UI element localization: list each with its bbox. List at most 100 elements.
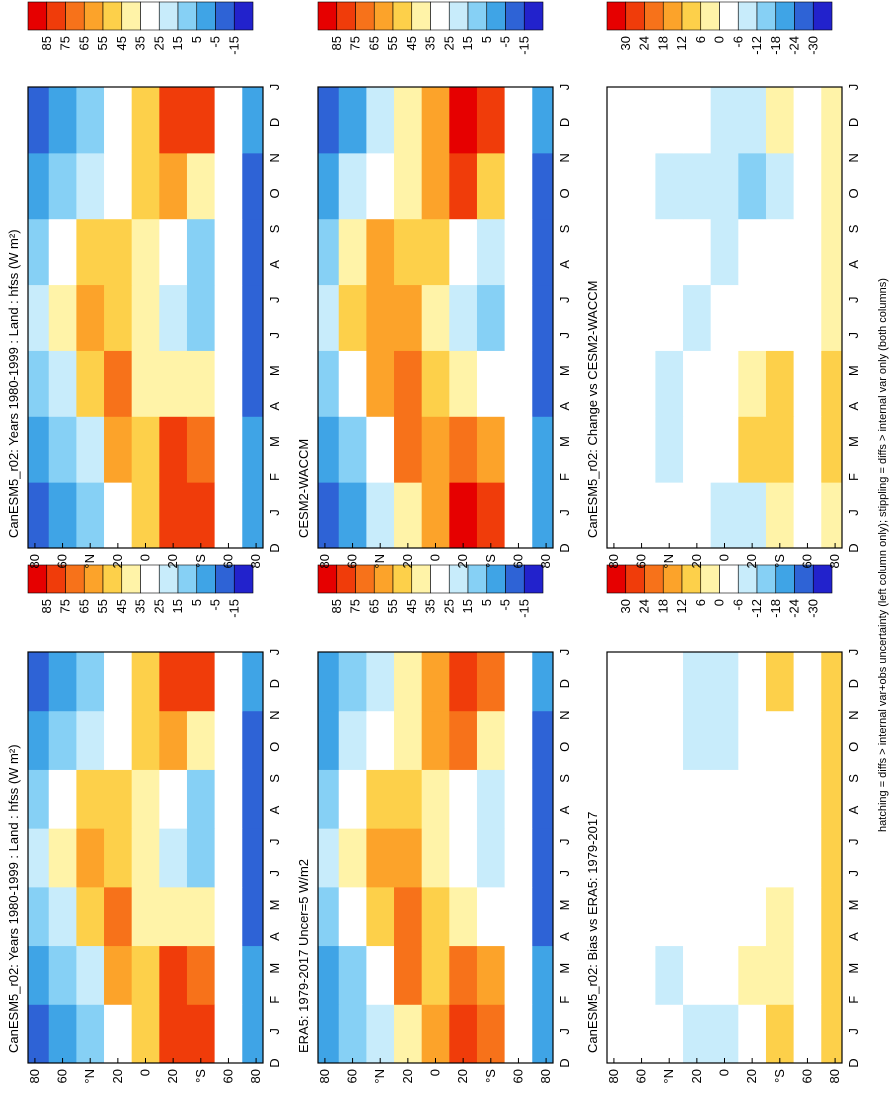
y-tick-label: J — [557, 870, 572, 877]
heatmap-cell — [765, 652, 795, 712]
y-tick-label: M — [846, 436, 861, 447]
heatmap-cell — [394, 710, 423, 770]
x-tick-label: 80 — [538, 1069, 553, 1083]
colorbar-label: 35 — [133, 36, 148, 50]
colorbar-label: 55 — [95, 36, 110, 50]
heatmap-cell — [627, 1004, 656, 1064]
heatmap-cell — [710, 945, 739, 1005]
x-tick-label: 60 — [634, 1069, 649, 1083]
heatmap-cell — [186, 416, 216, 483]
heatmap-cell — [476, 416, 506, 483]
panel-title: CESM2-WACCM — [296, 439, 311, 538]
heatmap-cell — [765, 1004, 795, 1064]
heatmap-cell — [76, 945, 105, 1005]
heatmap-cell — [449, 769, 478, 829]
x-tick-label: 0 — [428, 1069, 443, 1076]
colorbar-box — [486, 1, 506, 31]
heatmap-cell — [242, 828, 264, 888]
colorbar-box — [336, 1, 356, 31]
heatmap-cell — [476, 218, 506, 286]
heatmap-cell — [338, 152, 367, 220]
x-tick-label: 0 — [138, 1069, 153, 1076]
heatmap-cell — [131, 945, 160, 1005]
heatmap-cell — [655, 945, 684, 1005]
colorbar-label: 15 — [170, 599, 185, 613]
heatmap-cell — [476, 482, 506, 549]
heatmap-cell — [627, 152, 656, 220]
x-tick-label: 60 — [510, 554, 525, 568]
y-tick-label: A — [557, 260, 572, 269]
heatmap-cell — [214, 416, 243, 483]
heatmap-cell — [421, 652, 450, 712]
heatmap-cell — [76, 652, 105, 712]
heatmap-cell — [710, 769, 739, 829]
heatmap-cell — [655, 482, 684, 549]
colorbar-label: 24 — [637, 599, 652, 613]
x-tick-label: 60 — [220, 1069, 235, 1083]
y-tick-label: A — [557, 401, 572, 410]
heatmap-cell — [655, 710, 684, 770]
heatmap-cell — [683, 218, 712, 286]
colorbar-label: 6 — [693, 599, 708, 606]
heatmap-cell — [76, 769, 105, 829]
colorbar-box — [448, 1, 469, 31]
heatmap-cell — [76, 87, 105, 154]
x-tick-label: 0 — [717, 1069, 732, 1076]
heatmap-cell — [159, 710, 188, 770]
heatmap-cell — [504, 218, 533, 286]
heatmap-cell — [131, 416, 160, 483]
heatmap-cell — [738, 710, 767, 770]
heatmap-cell — [504, 416, 533, 483]
heatmap-cell — [318, 350, 340, 417]
heatmap-cell — [159, 652, 188, 712]
colorbar-label: 5 — [479, 36, 494, 43]
y-tick-label: F — [846, 473, 861, 481]
heatmap-cell — [627, 828, 656, 888]
heatmap-cell — [532, 828, 554, 888]
heatmap-cell — [104, 350, 133, 417]
heatmap-cell — [159, 769, 188, 829]
heatmap-cell — [48, 152, 77, 220]
colorbar-label: 25 — [151, 599, 166, 613]
heatmap-cell — [449, 284, 478, 351]
heatmap-cell — [504, 945, 533, 1005]
colorbar-label: -15 — [516, 599, 531, 618]
heatmap-cell — [318, 87, 340, 154]
colorbar-label: 75 — [58, 36, 73, 50]
y-tick-label: M — [267, 436, 282, 447]
heatmap-cell — [627, 482, 656, 549]
x-tick-label: 60 — [55, 554, 70, 568]
colorbar-box — [812, 1, 833, 31]
heatmap-cell — [504, 87, 533, 154]
colorbar-label: -5 — [498, 36, 513, 48]
colorbar-label: -24 — [787, 36, 802, 55]
heatmap-cell — [738, 769, 767, 829]
heatmap-cell — [104, 1004, 133, 1064]
heatmap-cell — [710, 828, 739, 888]
heatmap-cell — [683, 416, 712, 483]
heatmap-cell — [765, 886, 795, 947]
x-tick-label: 60 — [634, 554, 649, 568]
y-tick-label: N — [557, 711, 572, 720]
heatmap-cell — [821, 710, 843, 770]
x-tick-label: 0 — [717, 554, 732, 561]
heatmap-cell — [821, 886, 843, 947]
heatmap-cell — [394, 87, 423, 154]
y-tick-label: F — [557, 473, 572, 481]
y-tick-label: S — [846, 774, 861, 783]
heatmap-cell — [821, 769, 843, 829]
colorbar-label: -15 — [516, 36, 531, 55]
colorbar-box — [177, 1, 198, 31]
heatmap-cell — [338, 350, 367, 417]
y-tick-label: S — [267, 774, 282, 783]
heatmap-cell — [793, 416, 822, 483]
heatmap-cell — [655, 87, 684, 154]
heatmap-cell — [476, 284, 506, 351]
x-tick-label: 60 — [799, 1069, 814, 1083]
heatmap-cell — [532, 350, 554, 417]
heatmap-cell — [159, 350, 188, 417]
heatmap-cell — [76, 416, 105, 483]
heatmap-cell — [421, 416, 450, 483]
y-tick-label: F — [557, 996, 572, 1004]
heatmap-cell — [683, 710, 712, 770]
